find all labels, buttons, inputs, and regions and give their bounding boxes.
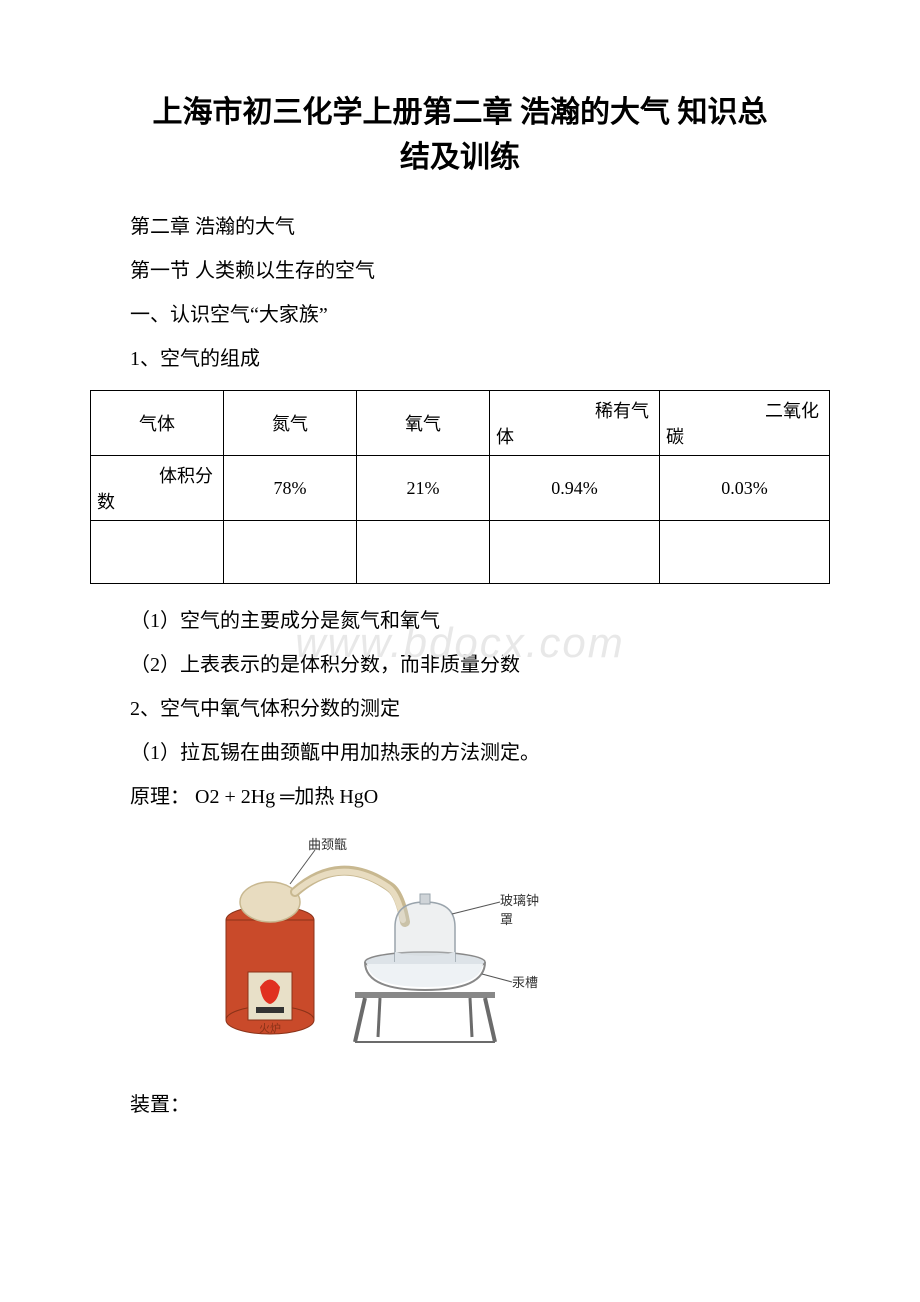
val-oxygen: 21% [357,456,490,521]
th-nitrogen: 氮气 [224,391,357,456]
title-line-2: 结及训练 [400,141,520,174]
row-label-2: 数 [95,488,219,514]
belljar-label: 玻璃钟罩 [500,890,540,928]
apparatus-heading: 装置： [90,1086,830,1124]
principle-prefix: 原理： [130,786,190,808]
th-co2-2: 碳 [664,423,825,449]
val-noble: 0.94% [490,456,660,521]
chapter-heading: 第二章 浩瀚的大气 [90,208,830,246]
table-row-empty [91,521,830,584]
furnace-label-svg: 火炉 [259,1022,281,1035]
title-line-1: 上海市初三化学上册第二章 浩瀚的大气 知识总 [153,96,768,129]
val-co2: 0.03% [660,456,830,521]
principle: 原理： O2 + 2Hg ═加热 HgO [90,778,830,816]
table-row-values: 体积分 数 78% 21% 0.94% 0.03% [91,456,830,521]
lavoisier-apparatus-diagram: 火炉 曲颈甑 玻璃钟罩 [200,832,540,1062]
item-1: 1、空气的组成 [90,340,830,378]
row-label-1: 体积分 [95,462,219,488]
method-1: （1）拉瓦锡在曲颈甑中用加热汞的方法测定。 [90,734,830,772]
note-1: （1）空气的主要成分是氮气和氧气 [90,602,830,640]
th-oxygen: 氧气 [357,391,490,456]
th-noble-1: 稀有气 [494,397,655,423]
th-co2-1: 二氧化 [664,397,825,423]
page-title: 上海市初三化学上册第二章 浩瀚的大气 知识总 结及训练 [90,90,830,180]
item-2: 2、空气中氧气体积分数的测定 [90,690,830,728]
air-composition-table: 气体 氮气 氧气 稀有气 体 二氧化 碳 体积分 数 [90,390,830,584]
trough-label: 汞槽 [512,972,538,991]
section-heading: 第一节 人类赖以生存的空气 [90,252,830,290]
th-gas: 气体 [95,410,219,436]
th-noble-2: 体 [494,423,655,449]
table-row-header: 气体 氮气 氧气 稀有气 体 二氧化 碳 [91,391,830,456]
retort-label: 曲颈甑 [308,834,347,853]
subsection-1: 一、认识空气“大家族” [90,296,830,334]
val-nitrogen: 78% [224,456,357,521]
note-2: （2）上表表示的是体积分数，而非质量分数 [90,646,830,684]
principle-formula: O2 + 2Hg ═加热 HgO [195,786,378,808]
